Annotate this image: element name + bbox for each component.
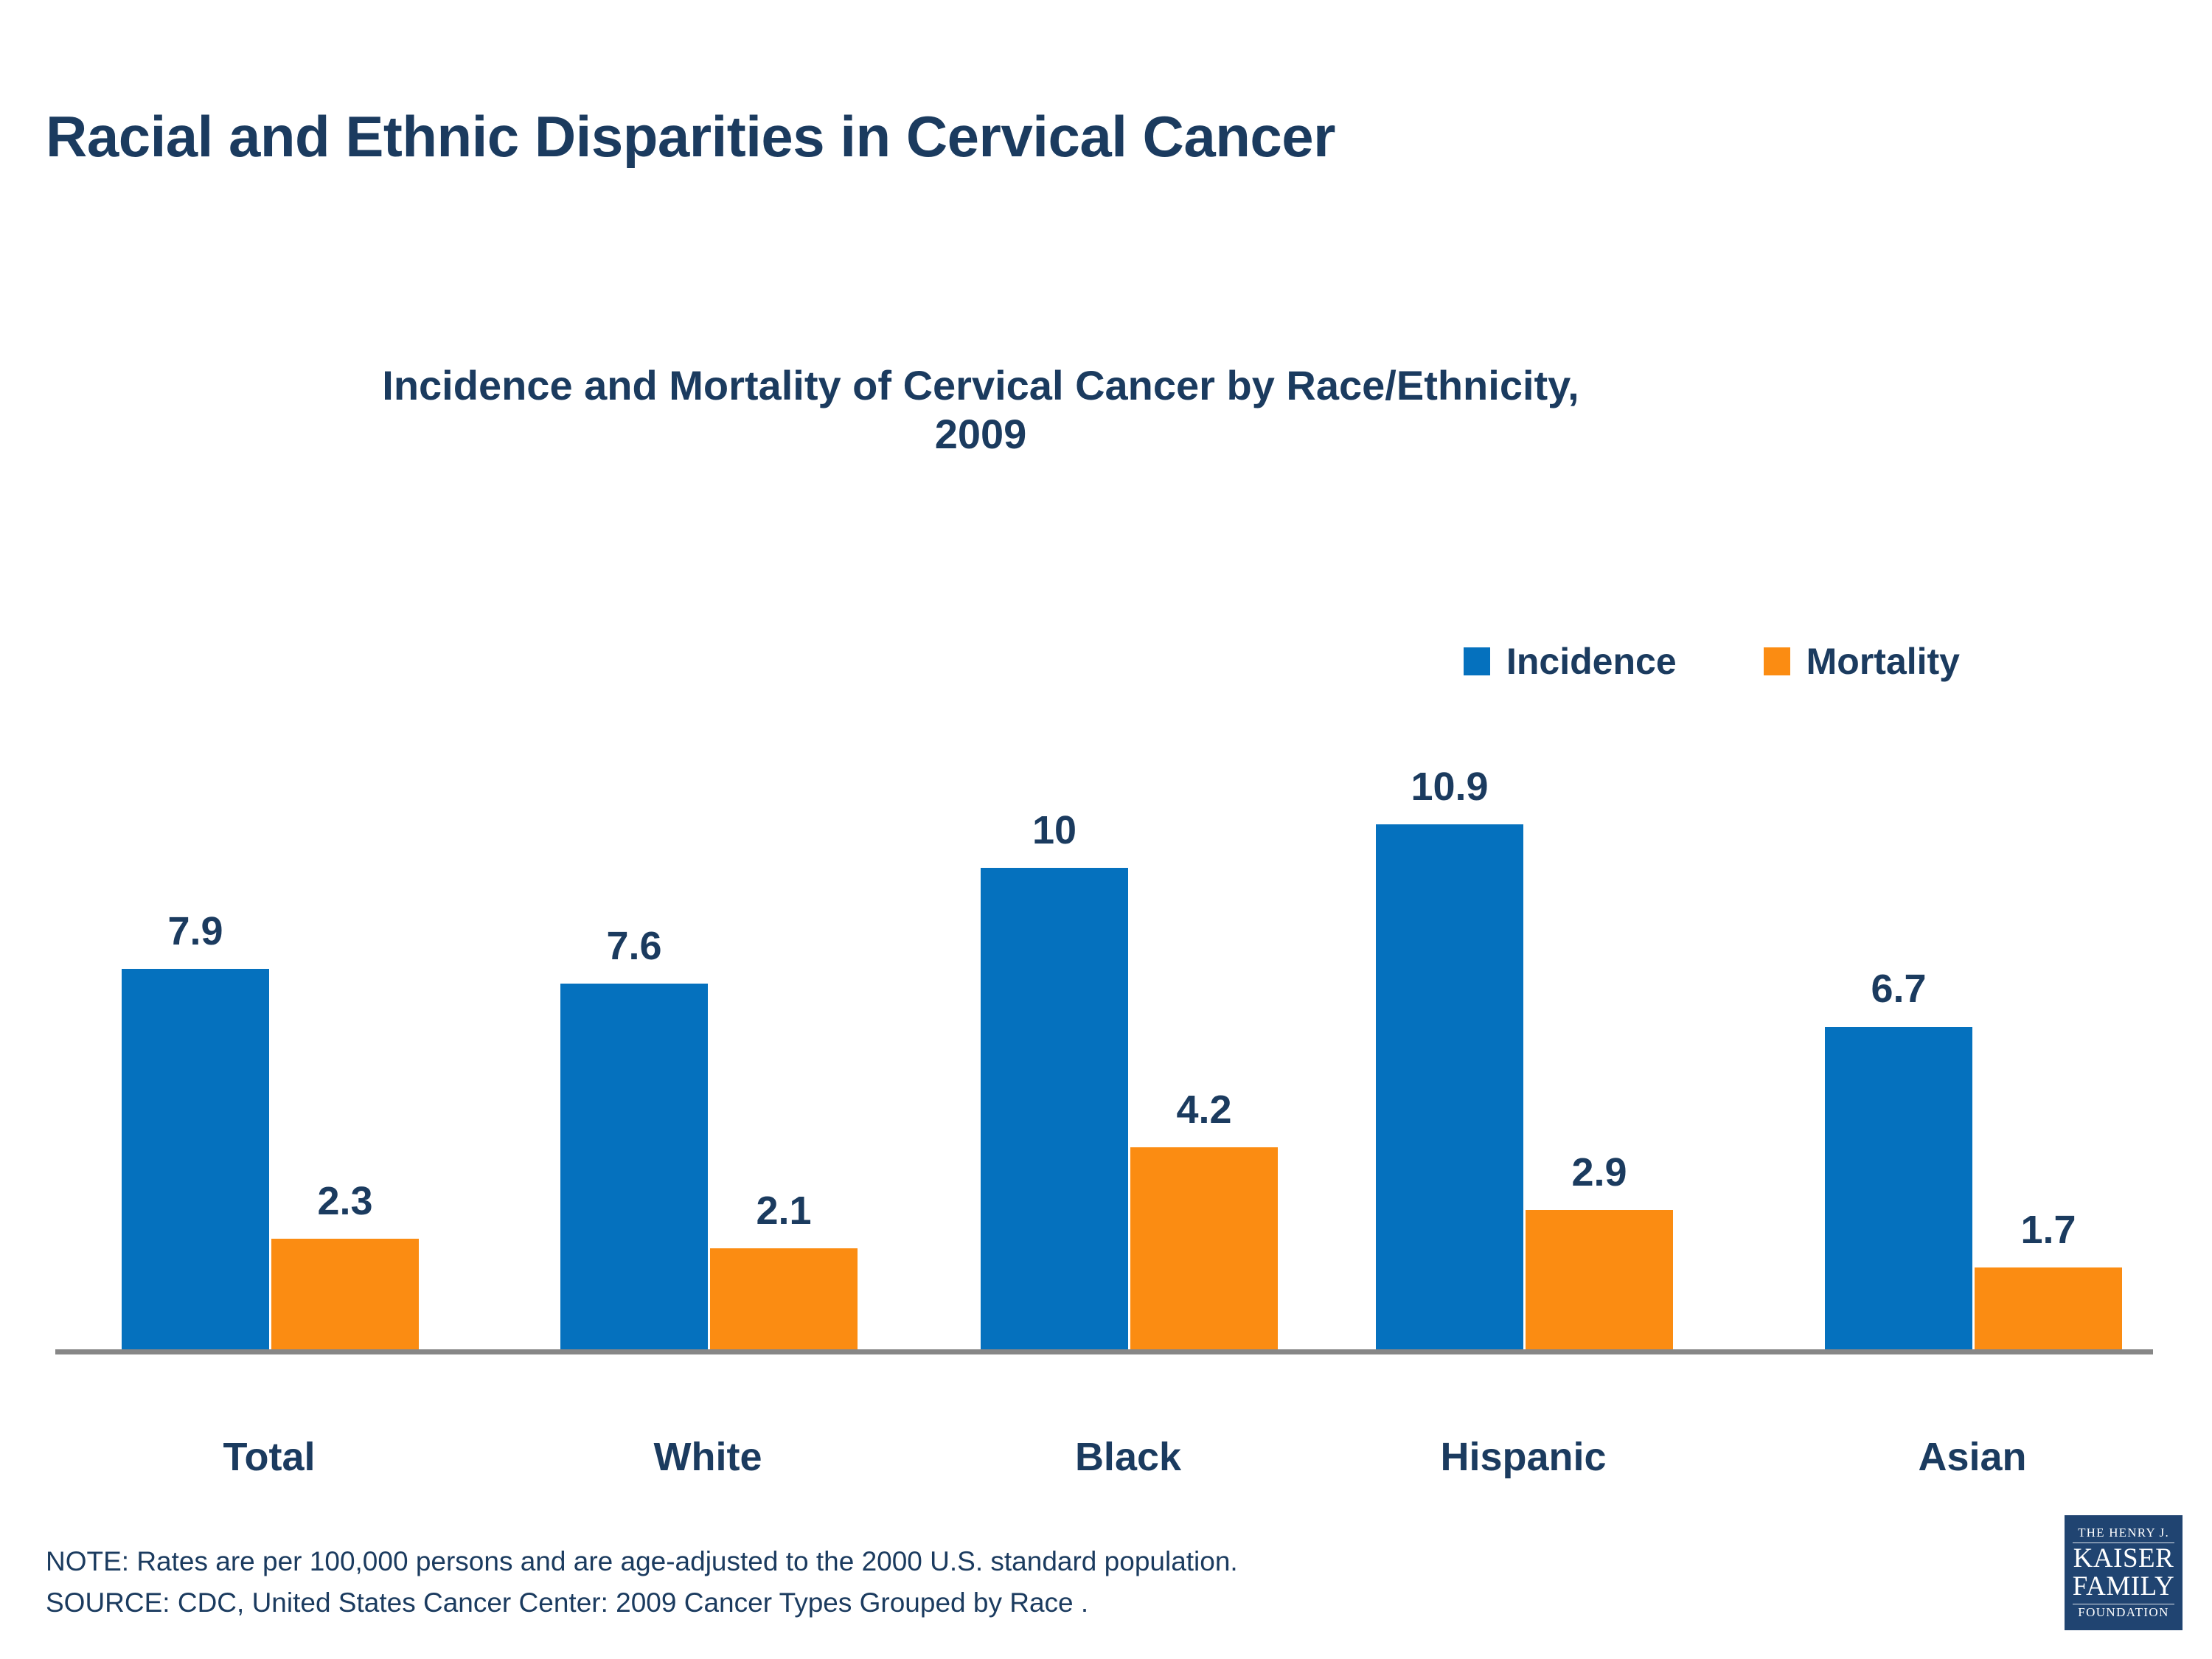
bar-black-incidence[interactable] [981, 868, 1128, 1349]
bar-value-total-mortality: 2.3 [317, 1178, 373, 1223]
bar-value-asian-incidence: 6.7 [1871, 967, 1927, 1012]
kaiser-family-foundation-logo: THE HENRY J. KAISER FAMILY FOUNDATION [2065, 1515, 2183, 1630]
bar-value-white-mortality: 2.1 [756, 1188, 812, 1233]
legend-item-incidence[interactable]: Incidence [1464, 643, 1677, 680]
bar-value-hispanic-incidence: 10.9 [1411, 765, 1489, 810]
bar-asian-incidence[interactable] [1825, 1026, 1972, 1349]
page-title: Racial and Ethnic Disparities in Cervica… [46, 104, 1336, 169]
category-label-total: Total [223, 1435, 316, 1479]
legend-item-mortality[interactable]: Mortality [1763, 641, 1960, 682]
bar-total-mortality[interactable] [271, 1238, 419, 1349]
category-label-black: Black [1074, 1435, 1182, 1479]
bar-white-incidence[interactable] [560, 983, 708, 1349]
chart-title-line-2: 2009 [934, 411, 1027, 458]
category-label-white: White [653, 1435, 762, 1479]
bar-total-incidence[interactable] [122, 969, 269, 1349]
logo-bottom-line: FOUNDATION [2078, 1604, 2169, 1619]
bar-black-mortality[interactable] [1130, 1147, 1278, 1349]
chart-title: Incidence and Mortality of Cervical Canc… [243, 361, 1718, 459]
category-label-asian: Asian [1918, 1435, 2027, 1479]
category-label-hispanic: Hispanic [1440, 1435, 1607, 1479]
legend-swatch-mortality [1763, 647, 1790, 675]
bar-white-mortality[interactable] [710, 1248, 858, 1349]
bar-asian-mortality[interactable] [1975, 1267, 2122, 1349]
x-axis-line [55, 1349, 2153, 1354]
legend-label-incidence: Incidence [1506, 641, 1677, 682]
bar-value-black-mortality: 4.2 [1176, 1087, 1232, 1132]
bar-value-white-incidence: 7.6 [606, 923, 662, 968]
logo-line-kaiser: KAISER [2073, 1543, 2174, 1574]
bar-value-black-incidence: 10 [1032, 808, 1077, 852]
footer-notes: NOTE: Rates are per 100,000 persons and … [46, 1541, 1238, 1623]
footer-source: SOURCE: CDC, United States Cancer Center… [46, 1587, 1089, 1618]
bar-hispanic-mortality[interactable] [1526, 1209, 1673, 1349]
logo-line-family: FAMILY [2072, 1571, 2175, 1601]
bar-value-hispanic-mortality: 2.9 [1571, 1150, 1627, 1194]
footer-note: NOTE: Rates are per 100,000 persons and … [46, 1546, 1238, 1576]
legend-swatch-incidence [1464, 647, 1490, 675]
chart-legend: Incidence Mortality [1464, 643, 1960, 680]
chart-title-line-1: Incidence and Mortality of Cervical Canc… [382, 362, 1579, 408]
bar-value-asian-mortality: 1.7 [2020, 1207, 2076, 1252]
logo-top-line: THE HENRY J. [2078, 1525, 2169, 1540]
legend-label-mortality: Mortality [1806, 641, 1960, 682]
bar-value-total-incidence: 7.9 [167, 909, 223, 954]
bar-hispanic-incidence[interactable] [1376, 824, 1523, 1349]
